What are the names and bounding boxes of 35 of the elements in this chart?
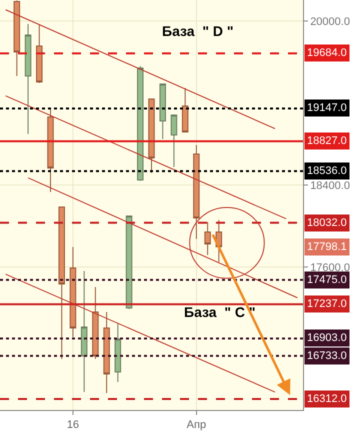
text: 17798.1 bbox=[307, 241, 347, 253]
ref-line-label: 19684.0 bbox=[307, 47, 347, 59]
ref-line-label: 18827.0 bbox=[307, 135, 347, 147]
candlestick bbox=[47, 108, 54, 192]
candlestick bbox=[58, 206, 65, 360]
candlestick bbox=[170, 114, 178, 168]
candlestick bbox=[24, 23, 32, 134]
candlestick bbox=[103, 312, 110, 394]
x-tick-label: Апр bbox=[186, 419, 206, 432]
candlestick bbox=[80, 270, 88, 392]
candlestick bbox=[126, 215, 132, 310]
y-tick-label: 20000.0 bbox=[310, 16, 350, 28]
candlestick bbox=[114, 322, 122, 383]
candlestick bbox=[159, 84, 166, 140]
candlestick bbox=[137, 66, 144, 182]
ref-line-label: 19147.0 bbox=[307, 102, 347, 114]
ref-line-label: 16903.0 bbox=[307, 332, 347, 344]
x-tick-label: 16 bbox=[66, 419, 80, 432]
annotation: База " D " bbox=[162, 23, 234, 39]
candlestick bbox=[70, 246, 76, 338]
candlestick bbox=[14, 0, 20, 77]
ref-line-label: 16733.0 bbox=[307, 350, 347, 362]
candlestick bbox=[182, 88, 188, 133]
ref-line-label: 18536.0 bbox=[307, 165, 347, 177]
candlestick bbox=[148, 98, 155, 174]
ref-line-label: 18032.0 bbox=[307, 217, 347, 229]
candlestick bbox=[92, 286, 99, 360]
y-tick-label: 17600.0 bbox=[310, 262, 350, 274]
ref-line-label: 17475.0 bbox=[307, 274, 347, 286]
ref-line-label: 16312.0 bbox=[307, 393, 347, 405]
candlestick bbox=[36, 24, 43, 84]
ref-line-label: 17237.0 bbox=[307, 298, 347, 310]
candlestick bbox=[193, 144, 200, 240]
candlestick bbox=[204, 222, 211, 256]
y-tick-label: 18400.0 bbox=[310, 180, 350, 192]
